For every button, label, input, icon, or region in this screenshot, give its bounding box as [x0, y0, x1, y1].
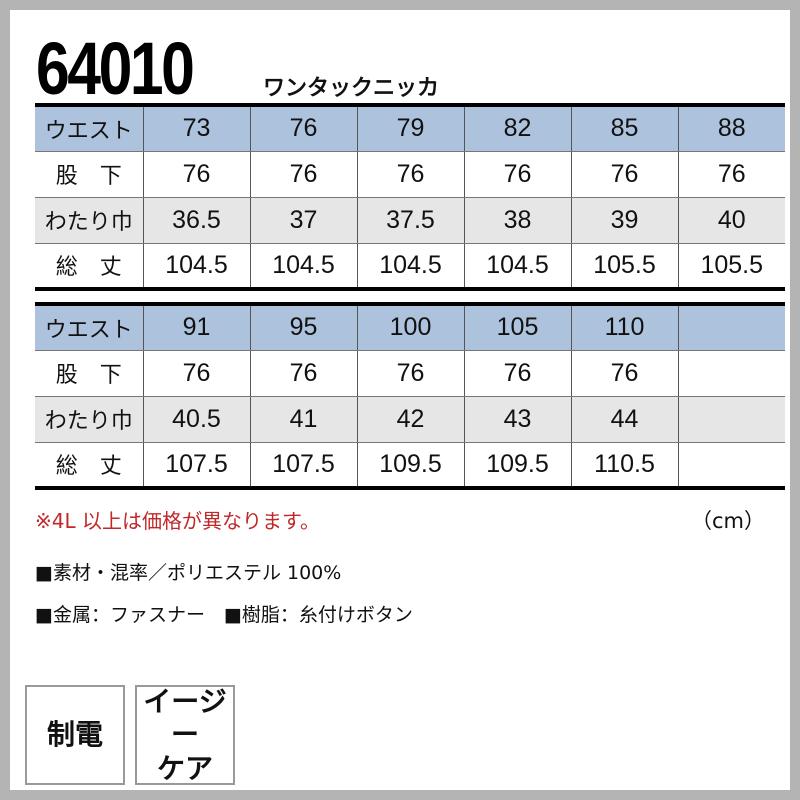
table-cell: 39 — [571, 197, 679, 244]
table-cell — [678, 442, 785, 488]
table-cell: 82 — [464, 105, 572, 152]
row-label: わたり巾 — [35, 396, 144, 443]
table-cell: 37 — [250, 197, 358, 244]
table-cell: 76 — [250, 350, 358, 397]
table-row: ウエスト 73 76 79 82 85 88 — [35, 105, 785, 152]
table-row: 股 下 76 76 76 76 76 76 — [35, 151, 785, 198]
price-note: ※4L 以上は価格が異なります。 — [35, 509, 320, 533]
material-spec: ■素材・混率／ポリエステル 100% — [35, 562, 342, 584]
table-cell: 37.5 — [357, 197, 465, 244]
table-cell: 110 — [571, 304, 679, 351]
table-cell: 100 — [357, 304, 465, 351]
row-label: 股 下 — [35, 350, 144, 397]
table-cell: 76 — [143, 151, 251, 198]
table-cell: 76 — [250, 151, 358, 198]
model-number: 64010 — [36, 27, 195, 110]
table-cell: 109.5 — [357, 442, 465, 488]
row-label: ウエスト — [35, 105, 144, 152]
table-cell — [678, 396, 785, 443]
fastener-spec: ■金属：ファスナー ■樹脂：糸付けボタン — [35, 604, 413, 626]
product-name: ワンタックニッカ — [263, 76, 440, 101]
badge-easy-care: イージー ケア — [135, 685, 235, 785]
table-cell: 88 — [678, 105, 785, 152]
row-label: 総 丈 — [35, 442, 144, 488]
table-row: 総 丈 104.5 104.5 104.5 104.5 105.5 105.5 — [35, 243, 785, 289]
table-cell: 76 — [464, 350, 572, 397]
table-cell: 105.5 — [700, 250, 764, 279]
table-cell: 107.5 — [250, 442, 358, 488]
table-cell: 95 — [250, 304, 358, 351]
table-cell: 107.5 — [143, 442, 251, 488]
table-cell: 38 — [464, 197, 572, 244]
row-label: 股 下 — [35, 151, 144, 198]
table-cell: 76 — [357, 350, 465, 397]
table-cell: 40 — [678, 197, 785, 244]
table-row: 股 下 76 76 76 76 76 — [35, 350, 785, 397]
table-cell: 76 — [464, 151, 572, 198]
table-cell: 76 — [143, 350, 251, 397]
table-cell: 44 — [571, 396, 679, 443]
table-cell: 110.5 — [571, 442, 679, 488]
table-cell: 85 — [571, 105, 679, 152]
unit-label: （cm） — [690, 509, 765, 533]
table-cell: 76 — [571, 350, 679, 397]
table-row: わたり巾 40.5 41 42 43 44 — [35, 396, 785, 443]
table-cell: 36.5 — [143, 197, 251, 244]
table-cell: 104.5 — [143, 243, 251, 289]
table-cell: 73 — [143, 105, 251, 152]
table-cell: 76 — [357, 151, 465, 198]
table-cell: 42 — [357, 396, 465, 443]
table-cell — [678, 304, 785, 351]
table-cell: 43 — [464, 396, 572, 443]
table-cell: 105 — [464, 304, 572, 351]
table-cell: 104.5 — [250, 243, 358, 289]
table-cell: 109.5 — [464, 442, 572, 488]
table-cell: 41 — [250, 396, 358, 443]
table-cell: 79 — [357, 105, 465, 152]
table-cell: 76 — [250, 105, 358, 152]
table-cell: 105.5 — [571, 243, 679, 289]
row-label: わたり巾 — [35, 197, 144, 244]
table-row: 総 丈 107.5 107.5 109.5 109.5 110.5 — [35, 442, 785, 488]
table-row: わたり巾 36.5 37 37.5 38 39 40 — [35, 197, 785, 244]
table-cell: 104.5 — [464, 243, 572, 289]
table-cell: 76 — [678, 151, 785, 198]
table-row: ウエスト 91 95 100 105 110 — [35, 304, 785, 351]
row-label: ウエスト — [35, 304, 144, 351]
size-table-1: ウエスト 73 76 79 82 85 88 股 下 76 76 76 76 76 76 わたり巾 36.5 3… — [35, 103, 785, 291]
size-chart-page: 64010 ワンタックニッカ ウエスト 73 76 79 82 85 88 股 下 76 76 76… — [10, 10, 790, 790]
table-cell — [678, 350, 785, 397]
row-label: 総 丈 — [35, 243, 144, 289]
table-cell: 40.5 — [143, 396, 251, 443]
table-cell: 76 — [571, 151, 679, 198]
table-cell: 104.5 — [357, 243, 465, 289]
badge-antistatic: 制電 — [25, 685, 125, 785]
size-table-2: ウエスト 91 95 100 105 110 股 下 76 76 76 76 76 わたり巾 40.5 41… — [35, 302, 785, 490]
table-cell: 91 — [143, 304, 251, 351]
